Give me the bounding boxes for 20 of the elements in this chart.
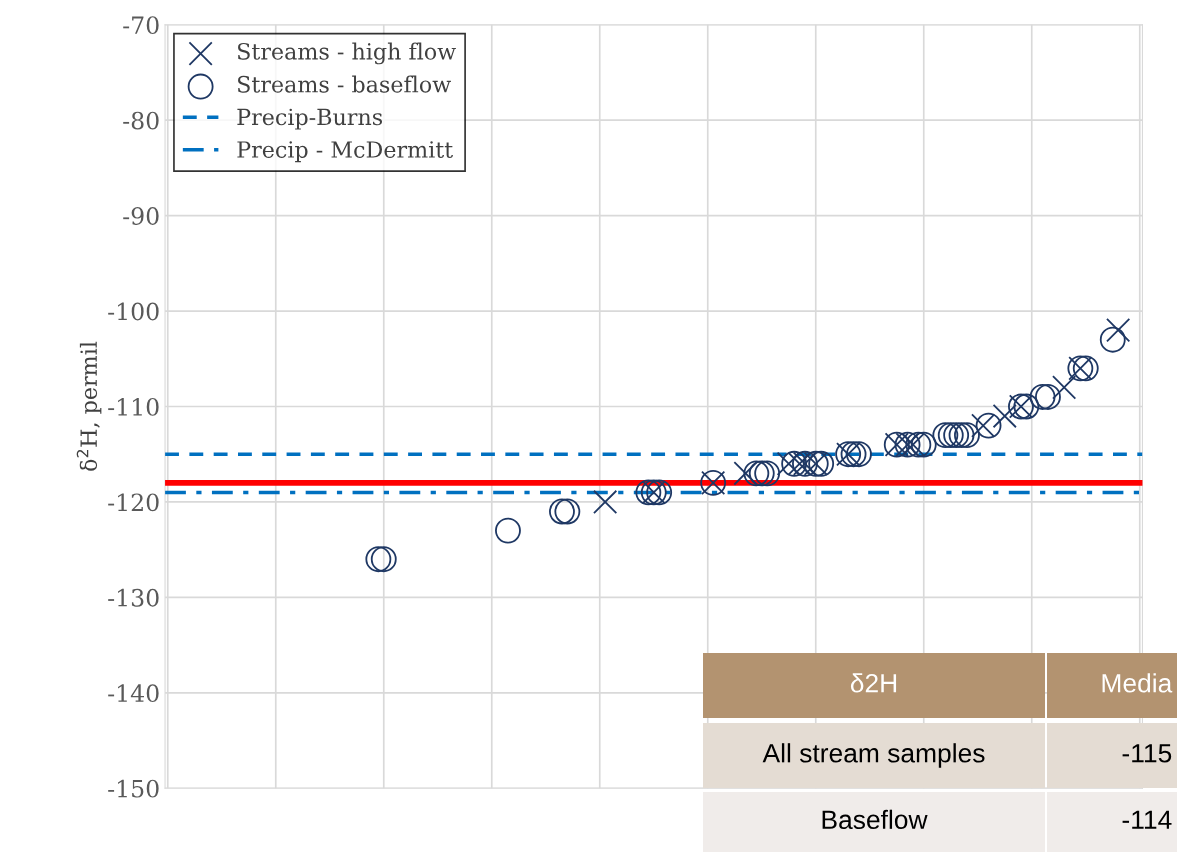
y-tick-label: -110 <box>108 397 159 416</box>
legend-label: Precip-Burns <box>237 108 383 130</box>
legend-label: Precip - McDermitt <box>237 141 453 163</box>
annotation: All stream samples <box>762 743 985 768</box>
y-tick-label: -70 <box>123 16 159 35</box>
y-tick-label: -150 <box>108 779 159 798</box>
annotation: Media <box>1102 673 1173 693</box>
y-tick-label: -140 <box>108 684 159 703</box>
annotation: δ2H <box>850 673 897 693</box>
text: Baseflow <box>822 809 928 830</box>
y-tick-label: -100 <box>108 302 159 321</box>
y-tick-label: -120 <box>108 493 159 512</box>
y-tick-label: -80 <box>123 111 159 130</box>
y-tick-label: -90 <box>123 207 159 225</box>
annotation: -115 <box>1122 744 1172 763</box>
legend-label: Streams - high flow <box>238 42 456 65</box>
text: -114 <box>1122 810 1172 829</box>
legend-label: Streams - baseflow <box>238 75 451 93</box>
y-axis-title: δ$^{2}$H, permil <box>76 341 102 471</box>
y-tick-label: -130 <box>108 588 159 607</box>
